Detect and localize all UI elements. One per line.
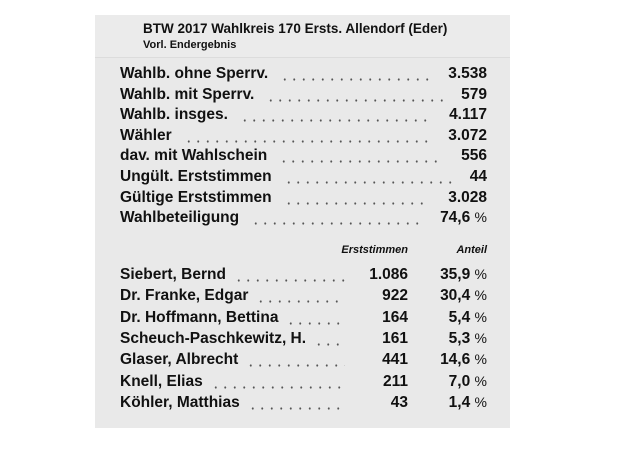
share-number: 30,4 (440, 287, 471, 305)
share-number: 35,9 (440, 266, 471, 283)
candidate-share: 35,9 % (440, 266, 487, 284)
stat-label: Wahlb. mit Sperrv. (120, 85, 255, 103)
unit: % (474, 372, 487, 389)
value-number: 44 (469, 168, 487, 185)
candidate-row: Scheuch-Paschkewitz, H. 161 5,3 % (120, 330, 487, 350)
dot-leader (266, 98, 443, 102)
value-number: 556 (461, 147, 487, 165)
stat-row: Wahlb. ohne Sperrv. 3.538 (120, 65, 487, 85)
results-panel: BTW 2017 Wahlkreis 170 Ersts. Allendorf … (95, 15, 510, 428)
candidate-share: 5,4 % (449, 309, 487, 327)
dot-leader (234, 279, 345, 282)
candidate-share: 7,0 % (449, 373, 487, 391)
stat-label: Wähler (120, 126, 172, 144)
candidate-name: Dr. Franke, Edgar (120, 287, 249, 305)
candidate-name: Dr. Hoffmann, Bettina (120, 308, 279, 326)
candidate-name: Knell, Elias (120, 372, 203, 390)
stat-label: Ungült. Erststimmen (120, 168, 272, 185)
unit: % (474, 308, 487, 325)
candidate-name: Köhler, Matthias (120, 393, 240, 411)
dot-leader (286, 321, 345, 325)
dot-leader (184, 139, 430, 143)
stat-label: dav. mit Wahlschein (120, 147, 268, 165)
stat-label: Gültige Erststimmen (120, 188, 272, 206)
unit: % (474, 393, 487, 410)
share-number: 1,4 (448, 393, 471, 411)
candidate-share: 14,6 % (440, 351, 487, 369)
dot-leader (280, 78, 430, 81)
stat-value: 74,6 % (440, 209, 487, 227)
stat-label: Wahlbeteiligung (120, 209, 240, 227)
dot-leader (284, 181, 452, 184)
candidate-share: 30,4 % (440, 287, 487, 305)
value-number: 579 (461, 85, 487, 103)
unit: % (474, 209, 487, 226)
candidate-row: Siebert, Bernd 1.086 35,9 % (120, 266, 487, 286)
col-header-votes: Erststimmen (341, 244, 408, 256)
candidate-votes: 164 (382, 308, 408, 326)
stat-value: 579 (461, 86, 487, 104)
candidate-row: Dr. Franke, Edgar 922 30,4 % (120, 287, 487, 307)
stat-row: Wahlbeteiligung 74,6 % (120, 209, 487, 229)
unit: % (474, 266, 487, 282)
stat-row: Wähler 3.072 (120, 127, 487, 147)
candidate-row: Glaser, Albrecht 441 14,6 % (120, 351, 487, 371)
title: BTW 2017 Wahlkreis 170 Ersts. Allendorf … (143, 21, 448, 36)
value-number: 3.538 (448, 65, 487, 82)
stat-row: Ungült. Erststimmen 44 (120, 168, 487, 188)
candidate-name: Siebert, Bernd (120, 266, 226, 283)
stat-value: 4.117 (449, 106, 487, 124)
dot-leader (314, 342, 345, 346)
unit: % (474, 287, 487, 304)
value-number: 3.072 (448, 126, 487, 144)
candidate-votes: 211 (382, 372, 408, 390)
dot-leader (279, 160, 443, 164)
value-number: 74,6 (440, 209, 471, 227)
subtitle: Vorl. Endergebnis (143, 39, 237, 51)
candidate-votes: 922 (382, 287, 408, 305)
dot-leader (211, 385, 345, 389)
dot-leader (256, 300, 345, 304)
col-header-share: Anteil (456, 244, 487, 256)
candidate-votes: 43 (390, 393, 408, 411)
stat-value: 44 (470, 168, 487, 186)
stat-row: Gültige Erststimmen 3.028 (120, 189, 487, 209)
value-number: 4.117 (449, 106, 487, 124)
candidate-name: Scheuch-Paschkewitz, H. (120, 329, 307, 347)
unit: % (474, 329, 487, 346)
value-number: 3.028 (448, 188, 487, 206)
share-number: 14,6 (440, 351, 471, 369)
dot-leader (246, 364, 345, 368)
candidate-row: Knell, Elias 211 7,0 % (120, 373, 487, 393)
candidate-share: 5,3 % (449, 330, 487, 348)
candidate-name: Glaser, Albrecht (120, 351, 239, 369)
stat-value: 556 (461, 147, 487, 165)
stat-row: Wahlb. insges. 4.117 (120, 106, 487, 126)
candidate-row: Dr. Hoffmann, Bettina 164 5,4 % (120, 309, 487, 329)
candidate-row: Köhler, Matthias 43 1,4 % (120, 394, 487, 414)
stat-row: dav. mit Wahlschein 556 (120, 147, 487, 167)
dot-leader (240, 119, 431, 123)
stat-label: Wahlb. ohne Sperrv. (120, 65, 269, 82)
dot-leader (248, 406, 345, 410)
stat-value: 3.072 (448, 127, 487, 145)
candidate-share: 1,4 % (449, 394, 487, 412)
share-number: 5,3 (448, 329, 471, 347)
candidate-votes: 1.086 (369, 266, 408, 283)
candidate-votes: 161 (382, 329, 408, 347)
stat-label: Wahlb. insges. (120, 106, 228, 124)
dot-leader (251, 222, 422, 226)
share-number: 5,4 (448, 308, 471, 326)
candidate-votes: 441 (382, 351, 408, 369)
header: BTW 2017 Wahlkreis 170 Ersts. Allendorf … (95, 15, 510, 58)
dot-leader (284, 201, 430, 205)
stat-row: Wahlb. mit Sperrv. 579 (120, 86, 487, 106)
share-number: 7,0 (448, 372, 471, 390)
stat-value: 3.028 (448, 189, 487, 207)
unit: % (474, 351, 487, 368)
stat-value: 3.538 (448, 65, 487, 83)
